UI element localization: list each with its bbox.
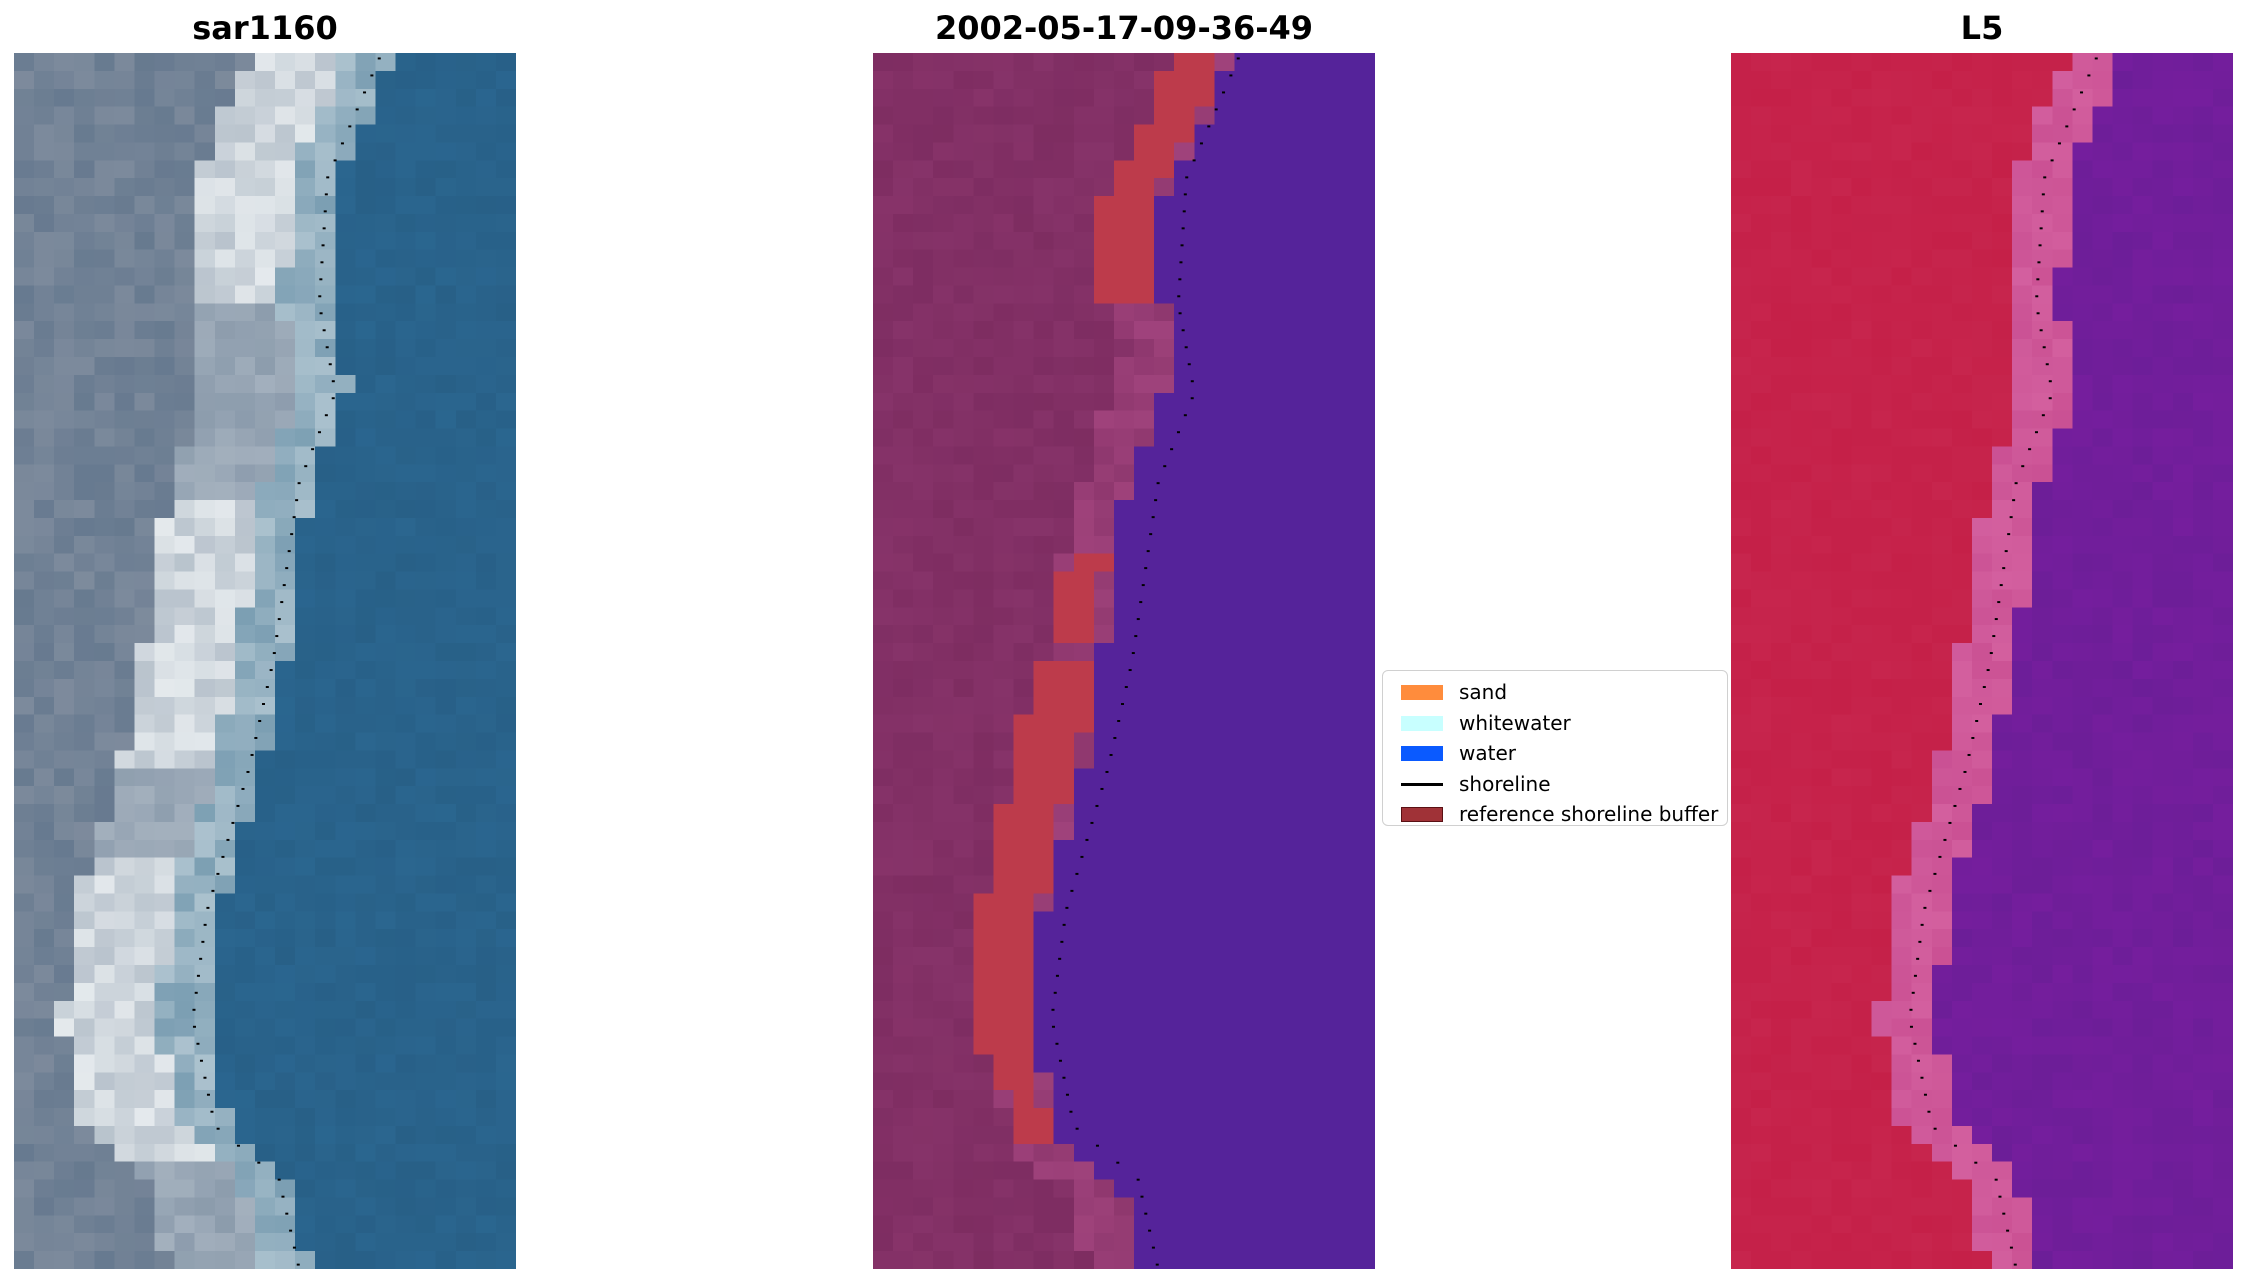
legend-item-sand: sand (1391, 677, 1719, 708)
sand-swatch (1401, 685, 1443, 700)
legend-item-shoreline: shoreline (1391, 769, 1719, 800)
legend-label-whitewater: whitewater (1459, 710, 1571, 735)
panel-title-rgb: sar1160 (192, 9, 338, 47)
false-color-image (1731, 53, 2233, 1269)
legend-label-reference-buffer: reference shoreline buffer (1459, 802, 1719, 826)
panel-title-classified: 2002-05-17-09-36-49 (934, 9, 1314, 47)
rgb-satellite-image (14, 53, 516, 1269)
shoreline-dots (1051, 57, 1240, 1266)
shoreline-dots (192, 57, 381, 1266)
legend: sand whitewater water shoreline referenc… (1382, 670, 1728, 826)
legend-item-water: water (1391, 738, 1719, 769)
legend-label-water: water (1459, 741, 1516, 765)
legend-label-shoreline: shoreline (1459, 771, 1551, 796)
legend-label-sand: sand (1459, 680, 1508, 704)
water-swatch (1401, 746, 1443, 761)
panel-title-false-color: L5 (1960, 9, 2004, 47)
whitewater-swatch (1401, 715, 1443, 731)
shoreline-dots (1909, 57, 2098, 1266)
classified-image (873, 53, 1375, 1269)
legend-item-whitewater: whitewater (1391, 708, 1719, 739)
legend-item-reference-buffer: reference shoreline buffer (1391, 799, 1719, 830)
shoreline-line (1401, 782, 1443, 786)
buffer-swatch (1401, 807, 1443, 822)
